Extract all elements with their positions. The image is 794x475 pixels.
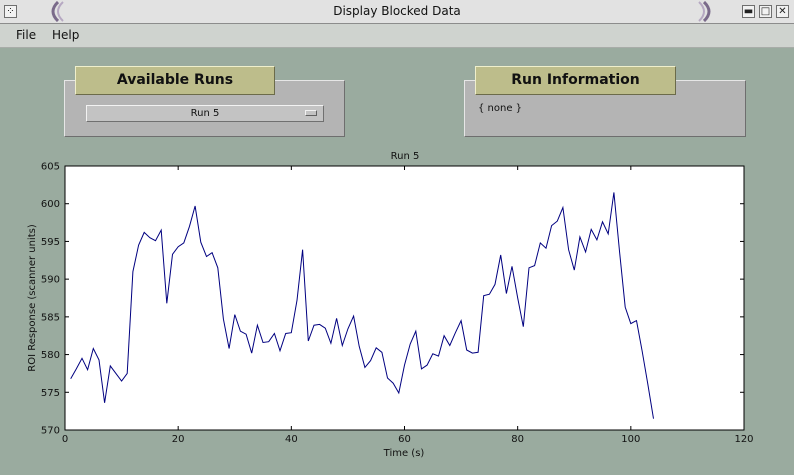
x-tick-label: 20 <box>172 434 185 445</box>
chart-title: Run 5 <box>391 151 420 162</box>
y-tick-label: 575 <box>41 388 60 399</box>
x-tick-label: 0 <box>62 434 68 445</box>
menu-file[interactable]: File <box>16 28 37 42</box>
title-decoration-right <box>698 1 711 22</box>
y-tick-label: 585 <box>41 312 60 323</box>
series-line <box>70 192 654 419</box>
x-tick-label: 120 <box>734 434 753 445</box>
y-tick-label: 590 <box>41 275 60 286</box>
x-tick-label: 40 <box>285 434 298 445</box>
x-axis-label: Time (s) <box>383 448 425 459</box>
x-tick-label: 80 <box>511 434 524 445</box>
x-tick-label: 100 <box>621 434 640 445</box>
plot-area <box>64 165 745 431</box>
run-select[interactable]: Run 5 <box>86 105 324 122</box>
minimize-button[interactable]: ▬ <box>742 5 755 18</box>
title-bar[interactable]: ⁘ Display Blocked Data ▬ □ ✕ <box>0 0 794 24</box>
close-button[interactable]: ✕ <box>776 5 789 18</box>
y-tick-label: 570 <box>41 426 60 437</box>
y-tick-label: 580 <box>41 350 60 361</box>
y-tick-label: 600 <box>41 199 60 210</box>
window-menu-icon[interactable]: ⁘ <box>4 5 17 18</box>
available-runs-label: Available Runs <box>75 66 275 95</box>
chart: Run 5 0 20 40 60 80 100 120 570 575 580 585 590 595… <box>27 151 754 459</box>
y-axis-label: ROI Response (scanner units) <box>27 224 38 372</box>
menu-help[interactable]: Help <box>52 28 80 42</box>
maximize-button[interactable]: □ <box>759 5 772 18</box>
dropdown-indicator-icon <box>305 110 317 116</box>
y-tick-label: 605 <box>41 162 60 173</box>
run-information-label: Run Information <box>475 66 676 95</box>
run-select-value: Run 5 <box>190 108 220 119</box>
run-information-value: { none } <box>478 103 523 114</box>
x-axis: 0 20 40 60 80 100 120 <box>62 166 754 445</box>
x-tick-label: 60 <box>398 434 411 445</box>
menu-bar: File Help <box>0 24 794 48</box>
y-axis: 570 575 580 585 590 595 600 605 <box>41 162 744 437</box>
y-tick-label: 595 <box>41 237 60 248</box>
window-title: Display Blocked Data <box>333 4 461 18</box>
title-decoration-left <box>51 1 64 22</box>
